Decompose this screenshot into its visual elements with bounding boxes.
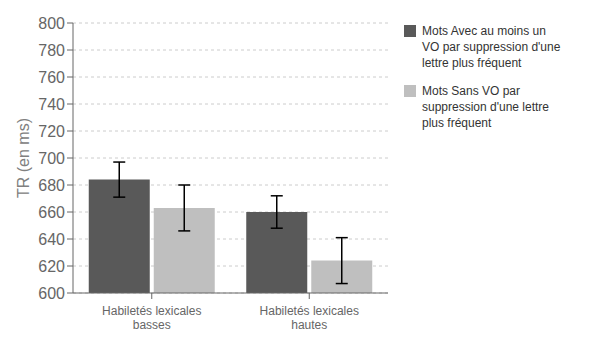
svg-text:720: 720	[38, 123, 65, 140]
svg-text:760: 760	[38, 69, 65, 86]
svg-text:Habiletés lexicalesbasses: Habiletés lexicalesbasses	[102, 304, 201, 332]
svg-text:780: 780	[38, 42, 65, 59]
svg-text:680: 680	[38, 177, 65, 194]
svg-text:640: 640	[38, 231, 65, 248]
html-text:Mots Avec au moins un VO par s: Mots Avec au moins un VO par suppression…	[422, 24, 561, 70]
svg-text:740: 740	[38, 96, 65, 113]
svg-text:660: 660	[38, 204, 65, 221]
svg-text:700: 700	[38, 150, 65, 167]
svg-text:620: 620	[38, 258, 65, 275]
svg-text:800: 800	[38, 15, 65, 32]
html-text:Mots Sans VO par suppression d: Mots Sans VO par suppression d'une lettr…	[422, 84, 549, 130]
svg-text:Habiletés lexicaleshautes: Habiletés lexicaleshautes	[260, 304, 359, 332]
svg-text:TR (en ms): TR (en ms)	[15, 118, 32, 198]
svg-text:600: 600	[38, 285, 65, 302]
